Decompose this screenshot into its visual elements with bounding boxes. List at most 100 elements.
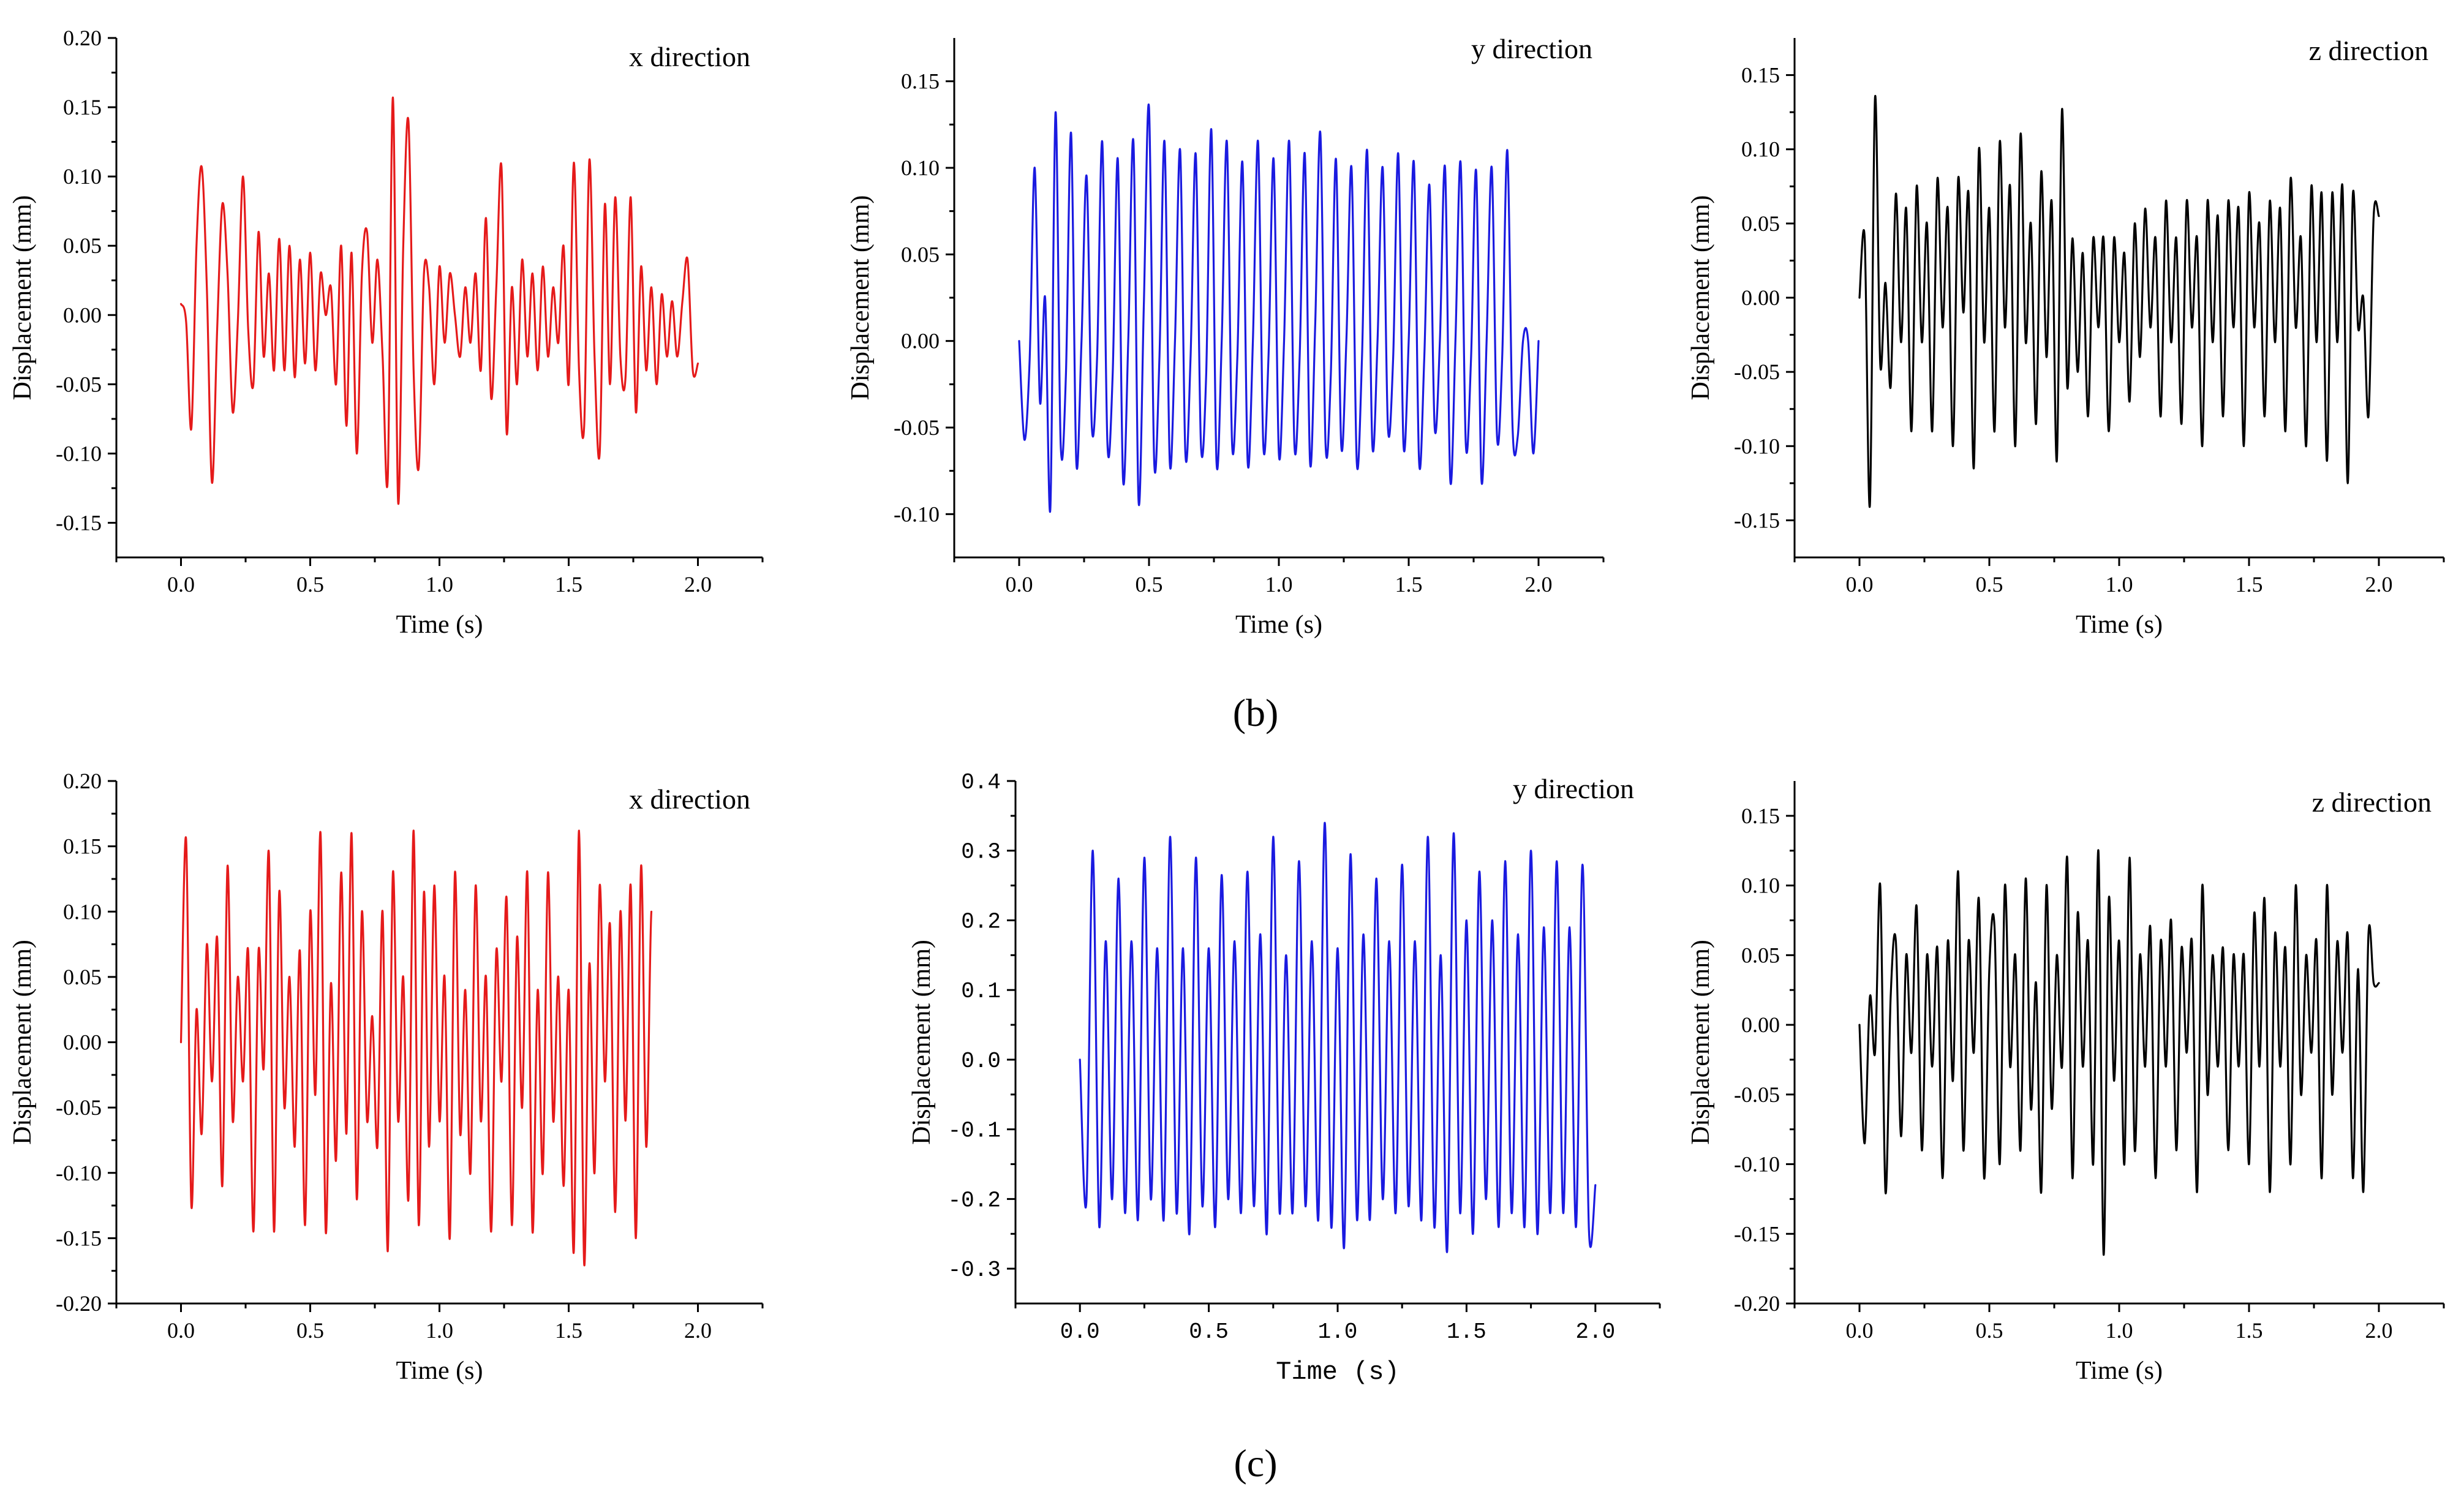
y-tick-label: -0.05 bbox=[894, 415, 940, 440]
x-tick-label: 1.5 bbox=[1395, 572, 1423, 597]
y-tick-label: -0.15 bbox=[1734, 508, 1780, 532]
y-tick-label: -0.10 bbox=[894, 502, 940, 526]
x-tick-label: 0.5 bbox=[1189, 1319, 1229, 1345]
y-tick-label: 0.00 bbox=[1741, 1013, 1780, 1037]
x-axis-title: Time (s) bbox=[1235, 611, 1322, 639]
y-tick-label: 0.05 bbox=[63, 965, 102, 989]
charts-layer: -0.15 -0.10 -0.05 0.00 0.05 0.10 0.15 0.20 0.0 0.… bbox=[9, 26, 2445, 1387]
y-tick-label: 0.10 bbox=[1741, 873, 1780, 898]
y-tick-label: 0.15 bbox=[1741, 63, 1780, 88]
y-tick-label: 0.00 bbox=[63, 1030, 102, 1055]
y-tick-label: 0.10 bbox=[63, 899, 102, 924]
panel-label-b: (b) bbox=[1233, 691, 1279, 734]
x-tick-label: 1.0 bbox=[1318, 1319, 1358, 1345]
y-axis-title: Displacement (mm) bbox=[9, 940, 37, 1145]
y-tick-label: -0.15 bbox=[56, 510, 102, 535]
y-tick-label: -0.1 bbox=[948, 1119, 1001, 1144]
x-tick-label: 1.0 bbox=[2106, 1318, 2133, 1343]
y-tick-label: -0.05 bbox=[56, 1095, 102, 1120]
x-tick-label: 0.5 bbox=[1976, 1318, 2003, 1343]
series-line-c-z bbox=[1858, 849, 2380, 1256]
y-tick-label: 0.05 bbox=[1741, 943, 1780, 967]
y-tick-label: 0.15 bbox=[901, 69, 940, 94]
y-axis-title: Displacement (mm) bbox=[908, 940, 936, 1145]
x-axis-title: Time (s) bbox=[2076, 1357, 2163, 1385]
chart-title: x direction bbox=[629, 783, 750, 815]
chart-title: y direction bbox=[1513, 773, 1634, 804]
x-tick-label: 0.0 bbox=[167, 572, 195, 597]
y-tick-label: -0.05 bbox=[1734, 360, 1780, 384]
y-axis-title: Displacement (mm) bbox=[9, 195, 37, 401]
y-tick-label: 0.0 bbox=[961, 1049, 1001, 1074]
chart-c-z: -0.20 -0.15 -0.10 -0.05 0.00 0.05 0.10 0.15 0.0 0… bbox=[1687, 781, 2445, 1385]
x-axis-title: Time (s) bbox=[396, 611, 483, 639]
x-tick-label: 1.0 bbox=[426, 1318, 453, 1343]
y-axis-title: Displacement (mm) bbox=[1687, 195, 1715, 401]
chart-title: x direction bbox=[629, 41, 750, 72]
y-tick-label: 0.15 bbox=[63, 834, 102, 859]
x-tick-label: 0.0 bbox=[1846, 572, 1874, 597]
y-tick-label: -0.10 bbox=[56, 1161, 102, 1185]
x-tick-label: 0.5 bbox=[296, 572, 324, 597]
x-tick-label: 1.5 bbox=[2236, 1318, 2263, 1343]
panel-label-c: (c) bbox=[1234, 1441, 1277, 1485]
y-tick-label: 0.00 bbox=[63, 303, 102, 327]
y-tick-label: 0.15 bbox=[1741, 804, 1780, 828]
y-tick-label: 0.05 bbox=[901, 242, 940, 266]
y-tick-label: 0.10 bbox=[63, 164, 102, 189]
y-tick-label: 0.10 bbox=[901, 156, 940, 180]
x-tick-label: 0.0 bbox=[1846, 1318, 1874, 1343]
chart-title: z direction bbox=[2312, 787, 2432, 818]
x-tick-label: 0.0 bbox=[1060, 1319, 1100, 1345]
series-line-c-y bbox=[1079, 821, 1597, 1253]
y-tick-label: 0.05 bbox=[1741, 211, 1780, 236]
x-tick-label: 1.5 bbox=[555, 1318, 582, 1343]
series-line-b-y bbox=[1018, 104, 1540, 513]
x-axis-title: Time (s) bbox=[396, 1357, 483, 1385]
series-line-b-x bbox=[179, 96, 699, 505]
chart-c-x: -0.20 -0.15 -0.10 -0.05 0.00 0.05 0.10 0.15 0.20… bbox=[9, 769, 764, 1385]
series-line-b-z bbox=[1858, 94, 2380, 508]
x-tick-label: 2.0 bbox=[684, 1318, 712, 1343]
y-tick-label: 0.4 bbox=[961, 770, 1001, 795]
x-tick-label: 2.0 bbox=[2365, 572, 2393, 597]
y-tick-label: 0.20 bbox=[63, 26, 102, 50]
y-tick-label: -0.2 bbox=[948, 1188, 1001, 1213]
y-tick-label: -0.10 bbox=[1734, 1152, 1780, 1177]
x-tick-label: 1.5 bbox=[2236, 572, 2263, 597]
x-tick-label: 1.0 bbox=[1265, 572, 1293, 597]
x-tick-label: 1.0 bbox=[426, 572, 453, 597]
chart-c-y: -0.3 -0.2 -0.1 0.0 0.1 0.2 0.3 0.4 0.0 0.5 1.0 1.5 2… bbox=[908, 770, 1661, 1387]
y-tick-label: -0.10 bbox=[1734, 434, 1780, 458]
y-tick-label: 0.20 bbox=[63, 769, 102, 793]
y-tick-label: 0.15 bbox=[63, 95, 102, 119]
series-line-c-x bbox=[179, 829, 653, 1267]
y-tick-label: 0.10 bbox=[1741, 137, 1780, 162]
x-tick-label: 2.0 bbox=[2365, 1318, 2393, 1343]
y-tick-label: 0.00 bbox=[1741, 285, 1780, 310]
x-tick-label: 1.5 bbox=[555, 572, 582, 597]
y-tick-label: 0.2 bbox=[961, 909, 1001, 934]
y-tick-label: -0.15 bbox=[1734, 1221, 1780, 1246]
x-tick-label: 0.5 bbox=[296, 1318, 324, 1343]
y-tick-label: -0.20 bbox=[56, 1291, 102, 1316]
y-axis-title: Displacement (mm) bbox=[1687, 940, 1715, 1145]
x-axis-title: Time (s) bbox=[1276, 1357, 1400, 1387]
x-tick-label: 1.5 bbox=[1447, 1319, 1486, 1345]
x-tick-label: 0.5 bbox=[1136, 572, 1163, 597]
y-tick-label: -0.10 bbox=[56, 441, 102, 466]
chart-b-z: -0.15 -0.10 -0.05 0.00 0.05 0.10 0.15 0.0 0.5 1.0… bbox=[1687, 35, 2445, 639]
chart-b-y: -0.10 -0.05 0.00 0.05 0.10 0.15 0.0 0.5 1.0 1.5 2.… bbox=[846, 33, 1605, 639]
x-tick-label: 2.0 bbox=[1575, 1319, 1615, 1345]
y-tick-label: -0.05 bbox=[56, 372, 102, 396]
y-tick-label: 0.05 bbox=[63, 233, 102, 258]
y-tick-label: 0.1 bbox=[961, 979, 1001, 1004]
y-tick-label: -0.3 bbox=[948, 1258, 1001, 1283]
x-axis-title: Time (s) bbox=[2076, 611, 2163, 639]
y-tick-label: -0.20 bbox=[1734, 1291, 1780, 1316]
x-tick-label: 0.0 bbox=[167, 1318, 195, 1343]
chart-title: z direction bbox=[2309, 35, 2428, 66]
x-tick-label: 0.0 bbox=[1006, 572, 1033, 597]
